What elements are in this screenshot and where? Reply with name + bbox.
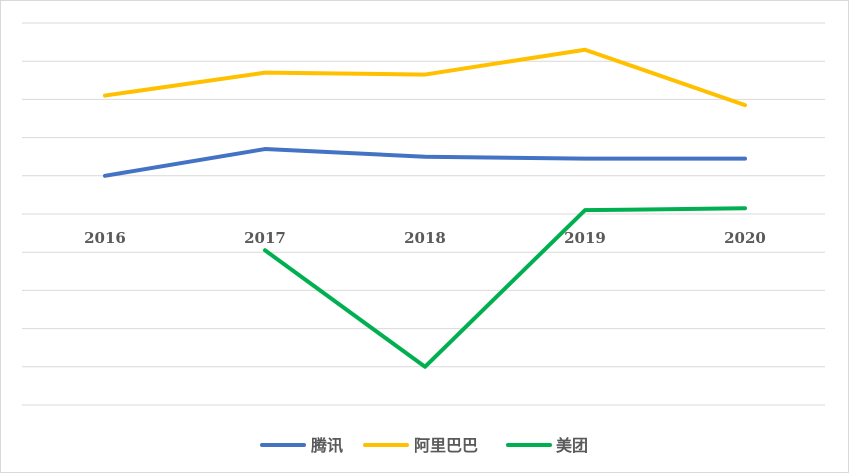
series-line-1 bbox=[103, 47, 747, 108]
legend-label-2: 美团 bbox=[556, 436, 588, 455]
gridlines bbox=[22, 22, 825, 406]
legend-label-0: 腾讯 bbox=[311, 436, 343, 455]
series-lines bbox=[103, 47, 747, 369]
series-line-2 bbox=[263, 206, 747, 369]
x-axis-tick-labels: 2016 2017 2018 2019 2020 bbox=[84, 229, 766, 247]
x-tick-label-2019: 2019 bbox=[564, 229, 606, 247]
x-tick-label-2016: 2016 bbox=[84, 229, 126, 247]
x-tick-label-2020: 2020 bbox=[724, 229, 766, 247]
legend: 腾讯 阿里巴巴 美团 bbox=[260, 436, 588, 455]
x-tick-label-2018: 2018 bbox=[404, 229, 446, 247]
legend-label-1: 阿里巴巴 bbox=[414, 436, 478, 455]
series-line-0 bbox=[103, 147, 747, 178]
x-tick-label-2017: 2017 bbox=[244, 229, 286, 247]
